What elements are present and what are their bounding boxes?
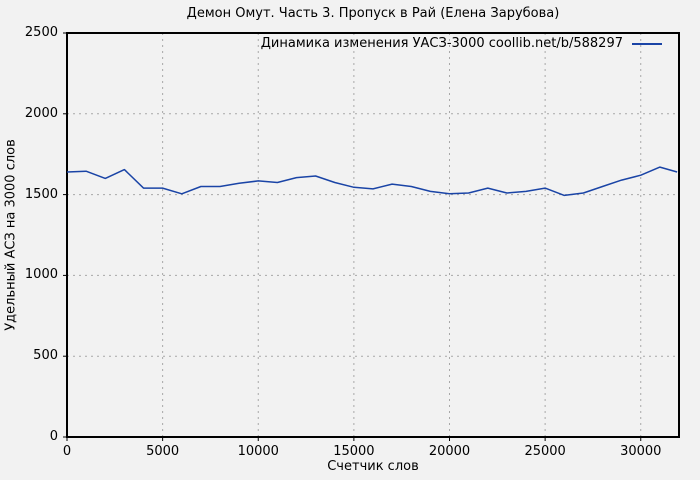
x-tick-label: 20000 xyxy=(428,444,471,459)
y-tick-label: 2000 xyxy=(24,105,58,121)
y-tick-label: 1500 xyxy=(24,186,58,202)
x-tick-label: 0 xyxy=(62,444,72,459)
x-tick-label: 30000 xyxy=(620,444,662,459)
x-tick-label: 5000 xyxy=(146,444,180,459)
x-tick-label: 15000 xyxy=(333,444,375,459)
y-tick-label: 500 xyxy=(33,348,58,364)
y-tick-label: 0 xyxy=(49,429,58,444)
legend: Динамика изменения УАСЗ-3000 coollib.net… xyxy=(261,36,662,51)
y-axis-label: Удельный АСЗ на 3000 слов xyxy=(3,139,19,331)
x-axis-label: Счетчик слов xyxy=(327,459,419,474)
x-tick-label: 25000 xyxy=(524,444,566,459)
y-tick-label: 1000 xyxy=(24,267,58,283)
y-tick-label: 2500 xyxy=(24,25,58,40)
chart-title: Демон Омут. Часть 3. Пропуск в Рай (Елен… xyxy=(186,6,560,21)
legend-line-sample xyxy=(632,42,662,45)
x-tick-label: 10000 xyxy=(237,444,279,459)
plot-border xyxy=(66,32,680,438)
legend-entry-label: Динамика изменения УАСЗ-3000 coollib.net… xyxy=(260,36,623,51)
series-line-0 xyxy=(66,166,678,197)
